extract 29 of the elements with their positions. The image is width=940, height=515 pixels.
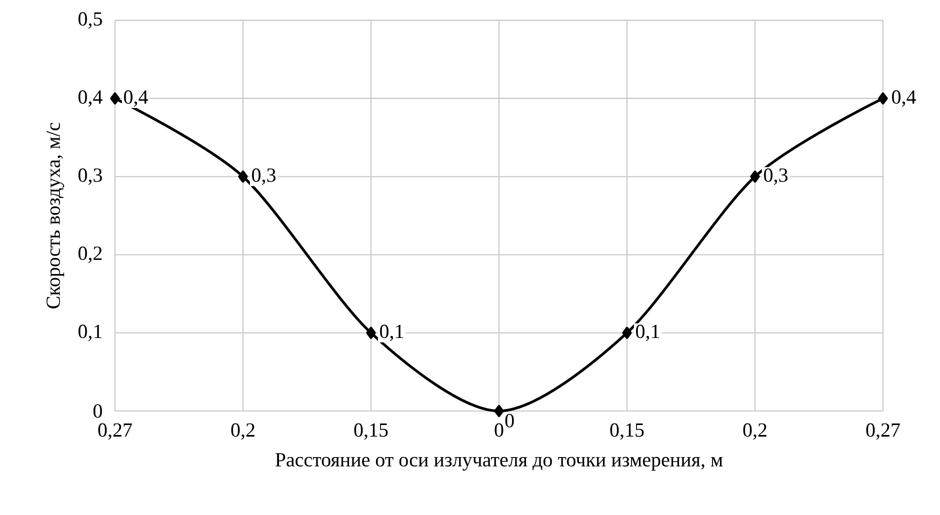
point	[494, 405, 504, 418]
x-tick-label: 0	[494, 423, 504, 437]
point	[238, 170, 248, 183]
data-label: 0,1	[636, 324, 660, 342]
x-tick-label: 0,27	[98, 423, 132, 440]
data-label: 0,4	[124, 90, 148, 107]
point	[110, 92, 120, 104]
y-tick-label: 0,2	[78, 246, 102, 263]
data-label: 0,1	[380, 324, 404, 342]
point	[878, 92, 888, 104]
y-tick-label: 0,1	[78, 324, 102, 342]
y-tick-label: 0,5	[78, 12, 102, 29]
point	[750, 170, 760, 183]
point	[622, 326, 632, 339]
y-axis-title: Скорость воздуха, м/с	[46, 122, 64, 308]
x-tick-label: 0,2	[231, 423, 254, 440]
x-tick-label: 0,27	[866, 423, 900, 440]
x-axis-title: Расстояние от оси излучателя до точки измерения, м	[275, 453, 723, 471]
x-tick-label: 0,15	[354, 423, 388, 440]
x-tick-label: 0,2	[743, 423, 766, 440]
x-tick-label: 0,15	[610, 423, 644, 440]
data-label: 0,3	[764, 168, 788, 185]
data-label: 0	[505, 414, 514, 428]
data-label: 0,4	[892, 90, 916, 107]
y-tick-label: 0,4	[78, 90, 102, 107]
point	[366, 326, 376, 339]
y-tick-label: 0,3	[78, 168, 102, 185]
data-label: 0,3	[252, 168, 276, 185]
y-tick-label: 0	[93, 404, 102, 418]
